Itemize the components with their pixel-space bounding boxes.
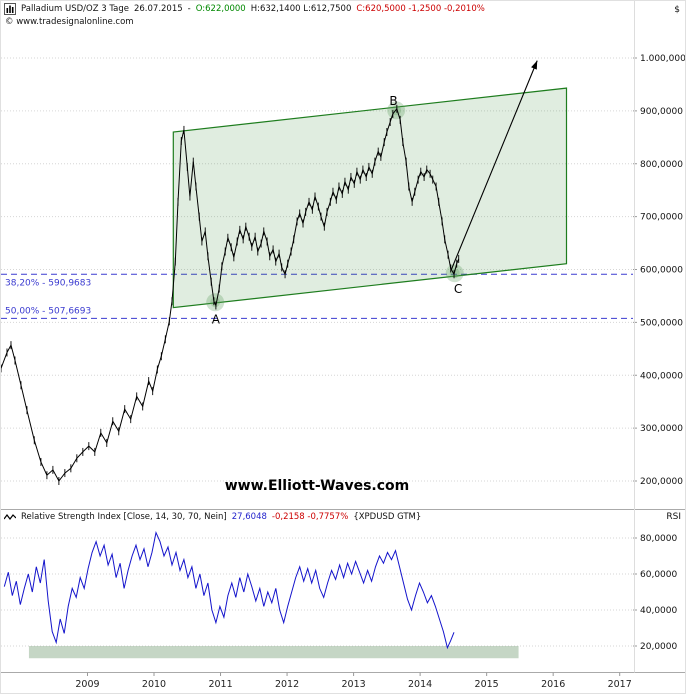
rsi-axis-label: 60,0000	[640, 570, 677, 580]
main-chart-header: Palladium USD/OZ 3 Tage 26.07.2015 - O:6…	[4, 3, 490, 15]
quote-high-low: H:632,1400 L:612,7500	[250, 4, 352, 14]
oversold-band	[28, 646, 519, 659]
x-axis-label: 2014	[408, 679, 432, 690]
x-axis-label: 2013	[341, 679, 365, 690]
price-axis-label: 900,0000	[640, 107, 683, 117]
wave-label-c: C	[454, 282, 462, 296]
wave-highlight	[206, 293, 225, 312]
fib-level-label: 38,20% - 590,9683	[5, 278, 91, 288]
price-axis-label: 600,0000	[640, 266, 683, 276]
wave-highlight-core	[210, 297, 221, 308]
fib-level-label: 50,00% - 507,6693	[5, 306, 91, 316]
x-axis-label: 2011	[208, 679, 232, 690]
rsi-name: Relative Strength Index [Close, 14, 30, …	[21, 512, 227, 522]
price-axis-label: 200,0000	[640, 477, 683, 487]
x-axis-label: 2017	[608, 679, 632, 690]
price-axis-unit: $	[674, 5, 680, 15]
wave-label-a: A	[212, 312, 221, 326]
rsi-series	[3, 530, 455, 650]
watermark: www.Elliott-Waves.com	[224, 478, 410, 494]
price-axis-label: 700,0000	[640, 213, 683, 223]
rsi-symbol: {XPDUSD GTM}	[353, 512, 422, 522]
projection-arrow-head	[531, 60, 538, 70]
x-axis-label: 2016	[541, 679, 565, 690]
price-axis-label: 800,0000	[640, 160, 683, 170]
copyright-notice: © www.tradesignalonline.com	[5, 17, 134, 27]
price-axis-label: 500,0000	[640, 318, 683, 328]
rsi-header: Relative Strength Index [Close, 14, 30, …	[3, 511, 426, 523]
rsi-value: 27,6048	[231, 512, 267, 522]
price-axis-label: 300,0000	[640, 424, 683, 434]
x-axis-label: 2015	[475, 679, 499, 690]
price-axis-label: 400,0000	[640, 371, 683, 381]
instrument-title: Palladium USD/OZ 3 Tage	[21, 4, 129, 14]
wave-label-b: B	[389, 94, 397, 108]
rsi-axis-label: 20,0000	[640, 642, 677, 652]
x-axis-label: 2009	[75, 679, 99, 690]
quote-open: O:622,0000	[195, 4, 246, 14]
separator: -	[187, 4, 191, 14]
quote-date: 26.07.2015	[133, 4, 183, 14]
trend-channel	[172, 87, 568, 309]
rsi-axis-label: 80,0000	[640, 534, 677, 544]
rsi-change: -0,2158 -0,7757%	[271, 512, 349, 522]
indicator-line-icon[interactable]	[3, 511, 17, 523]
bar-chart-icon[interactable]	[4, 3, 16, 15]
price-axis-label: 1.000,0000	[640, 54, 686, 64]
rsi-axis-label: 40,0000	[640, 606, 677, 616]
rsi-axis-unit: RSI	[666, 512, 681, 522]
quote-close-change: C:620,5000 -1,2500 -0,2010%	[356, 4, 485, 14]
x-axis-label: 2012	[275, 679, 299, 690]
x-axis-label: 2010	[142, 679, 166, 690]
projection-arrow-line	[450, 60, 538, 270]
price-series	[1, 107, 460, 482]
